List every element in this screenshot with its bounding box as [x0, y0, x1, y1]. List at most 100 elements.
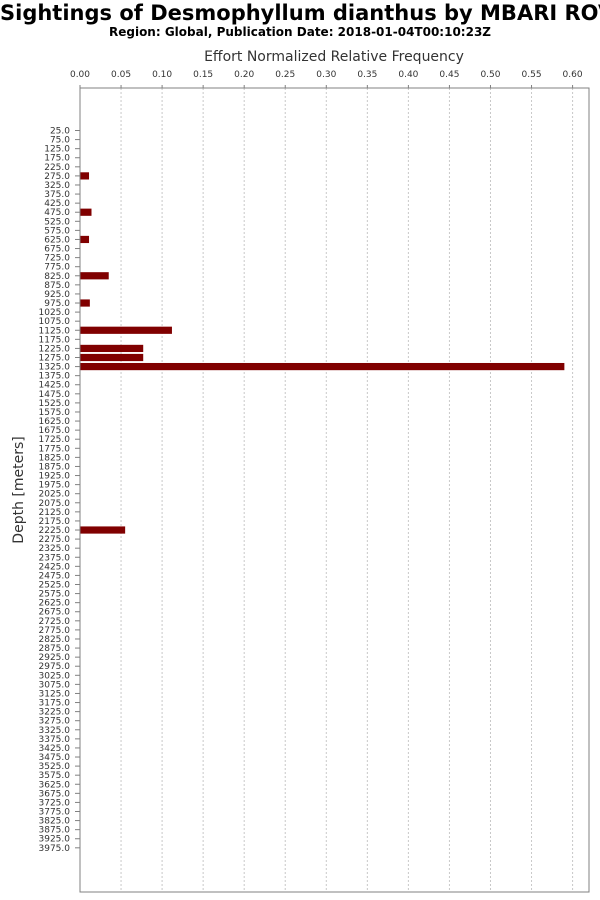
- y-tick-label: 3325.0: [39, 726, 71, 736]
- y-tick-label: 775.0: [44, 263, 70, 273]
- x-tick-label: 0.15: [193, 70, 213, 80]
- y-tick-label: 3225.0: [39, 708, 71, 718]
- x-tick-label: 0.25: [275, 70, 295, 80]
- x-axis-title: Effort Normalized Relative Frequency: [204, 49, 464, 65]
- bar: [80, 353, 144, 362]
- y-tick-label: 1275.0: [39, 354, 71, 364]
- y-tick-label: 2025.0: [39, 490, 71, 500]
- y-tick-label: 725.0: [44, 254, 70, 264]
- y-tick-label: 1075.0: [39, 317, 71, 327]
- grid-lines: [120, 88, 574, 892]
- y-tick-label: 125.0: [44, 145, 70, 155]
- y-tick-label: 3775.0: [39, 808, 71, 818]
- y-tick-label: 3575.0: [39, 771, 71, 781]
- y-tick-label: 2475.0: [39, 571, 71, 581]
- y-tick-label: 3825.0: [39, 817, 71, 827]
- y-tick-label: 1825.0: [39, 453, 71, 463]
- y-tick-label: 2275.0: [39, 535, 71, 545]
- y-tick-label: 3175.0: [39, 699, 71, 709]
- y-tick-label: 2075.0: [39, 499, 71, 509]
- bar: [80, 299, 90, 307]
- y-tick-label: 1525.0: [39, 399, 71, 409]
- y-tick-label: 1125.0: [39, 326, 71, 336]
- y-tick-label: 175.0: [44, 154, 70, 164]
- y-tick-label: 1425.0: [39, 381, 71, 391]
- y-tick-label: 1675.0: [39, 426, 71, 436]
- y-tick-label: 2725.0: [39, 617, 71, 627]
- x-tick-label: 0.45: [439, 70, 459, 80]
- y-tick-label: 3625.0: [39, 780, 71, 790]
- y-tick-label: 2175.0: [39, 517, 71, 527]
- y-tick-label: 3475.0: [39, 753, 71, 763]
- y-tick-label: 925.0: [44, 290, 70, 300]
- y-tick-label: 2675.0: [39, 608, 71, 618]
- y-tick-label: 3125.0: [39, 689, 71, 699]
- x-tick-label: 0.40: [398, 70, 418, 80]
- x-tick-label: 0.05: [111, 70, 131, 80]
- y-tick-label: 1625.0: [39, 417, 71, 427]
- y-tick-label: 225.0: [44, 163, 70, 173]
- y-tick-label: 3525.0: [39, 762, 71, 772]
- chart-title: Sightings of Desmophyllum dianthus by MB…: [0, 1, 600, 25]
- y-tick-label: 1975.0: [39, 481, 71, 491]
- y-tick-label: 1175.0: [39, 335, 71, 345]
- y-tick-label: 2225.0: [39, 526, 71, 536]
- y-axis-ticks: 25.075.0125.0175.0225.0275.0325.0375.042…: [39, 127, 80, 854]
- y-tick-label: 25.0: [50, 127, 70, 137]
- y-tick-label: 3075.0: [39, 680, 71, 690]
- y-tick-label: 575.0: [44, 226, 70, 236]
- x-tick-label: 0.35: [357, 70, 377, 80]
- y-tick-label: 3725.0: [39, 798, 71, 808]
- y-tick-label: 975.0: [44, 299, 70, 309]
- y-tick-label: 3425.0: [39, 744, 71, 754]
- y-tick-label: 1725.0: [39, 435, 71, 445]
- bars: [80, 172, 565, 534]
- y-tick-label: 675.0: [44, 245, 70, 255]
- y-tick-label: 2425.0: [39, 562, 71, 572]
- y-tick-label: 1225.0: [39, 344, 71, 354]
- y-tick-label: 1775.0: [39, 444, 71, 454]
- x-tick-label: 0.20: [234, 70, 254, 80]
- y-tick-label: 2775.0: [39, 626, 71, 636]
- bar: [80, 235, 90, 244]
- x-tick-label: 0.60: [563, 70, 583, 80]
- bar: [80, 344, 144, 353]
- x-tick-label: 0.10: [152, 70, 172, 80]
- bar: [80, 272, 109, 280]
- y-tick-label: 2625.0: [39, 599, 71, 609]
- y-tick-label: 275.0: [44, 172, 70, 182]
- x-axis-ticks: 0.00 0.05 0.10 0.15 0.20 0.25 0.30 0.35 0.40 0.45…: [70, 70, 583, 88]
- bar: [80, 362, 565, 371]
- y-tick-label: 1325.0: [39, 363, 71, 373]
- y-tick-label: 2925.0: [39, 653, 71, 663]
- y-tick-label: 3675.0: [39, 789, 71, 799]
- y-tick-label: 625.0: [44, 235, 70, 245]
- y-tick-label: 3375.0: [39, 735, 71, 745]
- y-tick-label: 1375.0: [39, 372, 71, 382]
- y-tick-label: 2325.0: [39, 544, 71, 554]
- y-tick-label: 2525.0: [39, 581, 71, 591]
- y-tick-label: 825.0: [44, 272, 70, 282]
- y-tick-label: 3025.0: [39, 671, 71, 681]
- bar: [80, 526, 126, 534]
- y-tick-label: 875.0: [44, 281, 70, 291]
- bar: [80, 208, 92, 216]
- y-tick-label: 2825.0: [39, 635, 71, 645]
- y-tick-label: 375.0: [44, 190, 70, 200]
- y-tick-label: 1025.0: [39, 308, 71, 318]
- y-tick-label: 2125.0: [39, 508, 71, 518]
- y-tick-label: 3275.0: [39, 717, 71, 727]
- bar: [80, 326, 172, 334]
- y-tick-label: 3875.0: [39, 826, 71, 836]
- y-tick-label: 1875.0: [39, 462, 71, 472]
- y-tick-label: 2975.0: [39, 662, 71, 672]
- x-tick-label: 0.55: [522, 70, 542, 80]
- chart-subtitle: Region: Global, Publication Date: 2018-0…: [108, 25, 492, 39]
- x-tick-label: 0.50: [480, 70, 500, 80]
- y-tick-label: 2875.0: [39, 644, 71, 654]
- y-tick-label: 2375.0: [39, 553, 71, 563]
- bar: [80, 172, 90, 180]
- y-tick-label: 1475.0: [39, 390, 71, 400]
- plot-area-border: [79, 87, 590, 893]
